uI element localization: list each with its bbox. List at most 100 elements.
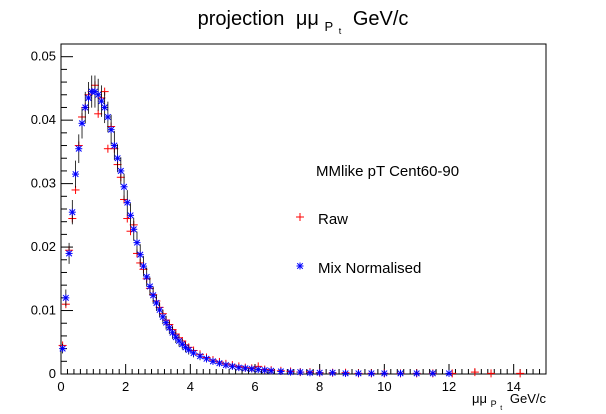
- data-point-mix-normalised: [130, 225, 138, 233]
- data-point-mix-normalised: [81, 103, 89, 111]
- y-tick-label: 0: [49, 366, 56, 381]
- data-point-mix-normalised: [59, 345, 67, 353]
- data-point-mix-normalised: [367, 369, 375, 377]
- title-subscript: P: [325, 19, 334, 34]
- data-point-mix-normalised: [146, 282, 154, 290]
- data-point-mix-normalised: [241, 364, 249, 372]
- y-tick-label: 0.05: [31, 49, 56, 64]
- data-point-mix-normalised: [104, 113, 112, 121]
- legend-header: MMlike pT Cent60-90: [316, 163, 459, 180]
- title-main: projection: [198, 8, 285, 30]
- x-tick-label: 14: [506, 379, 520, 394]
- data-point-mix-normalised: [169, 329, 177, 337]
- chart-title: projection μμ P t GeV/c: [198, 8, 409, 39]
- data-point-mix-normalised: [101, 103, 109, 111]
- x-tick-label: 2: [122, 379, 129, 394]
- legend-marker-mix-normalised: [296, 262, 304, 270]
- data-point-mix-normalised: [117, 167, 125, 175]
- data-point-mix-normalised: [261, 366, 269, 374]
- data-point-mix-normalised: [429, 369, 437, 377]
- series-mix-normalised: [59, 75, 453, 377]
- data-point-mix-normalised: [139, 262, 147, 270]
- data-point-mix-normalised: [209, 357, 217, 365]
- data-point-mix-normalised: [397, 369, 404, 377]
- x-tick-label: 12: [442, 379, 456, 394]
- legend-plus-marker: [296, 213, 304, 221]
- data-point-mix-normalised: [68, 208, 76, 216]
- y-tick-label: 0.04: [31, 112, 56, 127]
- data-point-mix-normalised: [110, 142, 118, 150]
- data-point-mix-normalised: [120, 183, 128, 191]
- x-axis: 0 2 4 6 8 10 12 14: [57, 364, 547, 394]
- y-axis: 0 0.01 0.02 0.03 0.04 0.05: [31, 43, 73, 381]
- data-point-mix-normalised: [190, 349, 198, 357]
- x-tick-label: 0: [57, 379, 64, 394]
- data-point-mix-normalised: [316, 369, 324, 377]
- data-point-mix-normalised: [62, 294, 70, 302]
- xlabel-unit: GeV/c: [510, 391, 547, 406]
- data-point-mix-normalised: [354, 369, 362, 377]
- data-point-mix-normalised: [136, 251, 144, 259]
- y-tick-label: 0.02: [31, 239, 56, 254]
- legend-label-raw: Raw: [318, 211, 348, 228]
- data-point-mix-normalised: [165, 324, 173, 332]
- legend-star-marker: [296, 262, 304, 270]
- title-symbol: μμ: [296, 8, 319, 30]
- data-point-raw: [123, 214, 132, 223]
- x-tick-label: 6: [251, 379, 258, 394]
- data-point-mix-normalised: [162, 319, 170, 327]
- data-point-mix-normalised: [329, 369, 337, 377]
- data-point-mix-normalised: [143, 273, 151, 281]
- xlabel-subscript: P: [491, 399, 497, 409]
- data-point-mix-normalised: [267, 367, 275, 375]
- data-point-mix-normalised: [152, 299, 160, 307]
- data-point-mix-normalised: [380, 369, 388, 377]
- x-tick-label: 10: [377, 379, 391, 394]
- series-raw: [58, 81, 525, 378]
- y-tick-label: 0.01: [31, 303, 56, 318]
- x-axis-label: μμ P t GeV/c: [472, 391, 546, 413]
- data-point-mix-normalised: [248, 365, 256, 373]
- data-point-mix-normalised: [196, 352, 204, 360]
- x-tick-label: 8: [316, 379, 323, 394]
- data-point-raw: [94, 109, 103, 118]
- data-point-mix-normalised: [149, 291, 157, 299]
- data-point-mix-normalised: [156, 306, 164, 314]
- data-point-mix-normalised: [78, 119, 86, 127]
- data-point-mix-normalised: [203, 355, 210, 363]
- data-point-mix-normalised: [107, 126, 115, 134]
- data-point-mix-normalised: [127, 211, 135, 219]
- data-series: [58, 75, 525, 378]
- data-point-raw: [126, 227, 135, 236]
- data-point-raw: [487, 369, 496, 378]
- data-point-mix-normalised: [97, 97, 105, 105]
- data-point-mix-normalised: [75, 145, 83, 153]
- data-point-mix-normalised: [306, 369, 314, 377]
- data-point-mix-normalised: [185, 346, 193, 354]
- x-tick-label: 4: [187, 379, 194, 394]
- data-point-mix-normalised: [277, 367, 285, 375]
- data-point-mix-normalised: [159, 313, 167, 321]
- data-point-mix-normalised: [228, 362, 236, 370]
- title-unit: GeV/c: [353, 8, 409, 30]
- data-point-mix-normalised: [413, 369, 421, 377]
- data-point-mix-normalised: [215, 359, 223, 367]
- data-point-mix-normalised: [94, 91, 102, 99]
- data-point-mix-normalised: [222, 361, 230, 369]
- data-point-mix-normalised: [133, 239, 141, 247]
- data-point-mix-normalised: [445, 369, 453, 377]
- data-point-raw: [470, 368, 479, 377]
- xlabel-symbol: μμ: [472, 391, 487, 406]
- xlabel-subsubscript: t: [500, 405, 502, 412]
- data-point-mix-normalised: [235, 364, 243, 372]
- data-point-mix-normalised: [287, 368, 295, 376]
- legend-label-mix-normalised: Mix Normalised: [318, 260, 421, 277]
- data-point-mix-normalised: [65, 249, 73, 257]
- legend: MMlike pT Cent60-90 Raw Mix Normalised: [296, 163, 459, 277]
- plot-frame: [60, 43, 547, 375]
- data-point-mix-normalised: [178, 340, 186, 348]
- data-point-mix-normalised: [254, 366, 262, 374]
- data-point-mix-normalised: [84, 94, 92, 102]
- y-tick-label: 0.03: [31, 176, 56, 191]
